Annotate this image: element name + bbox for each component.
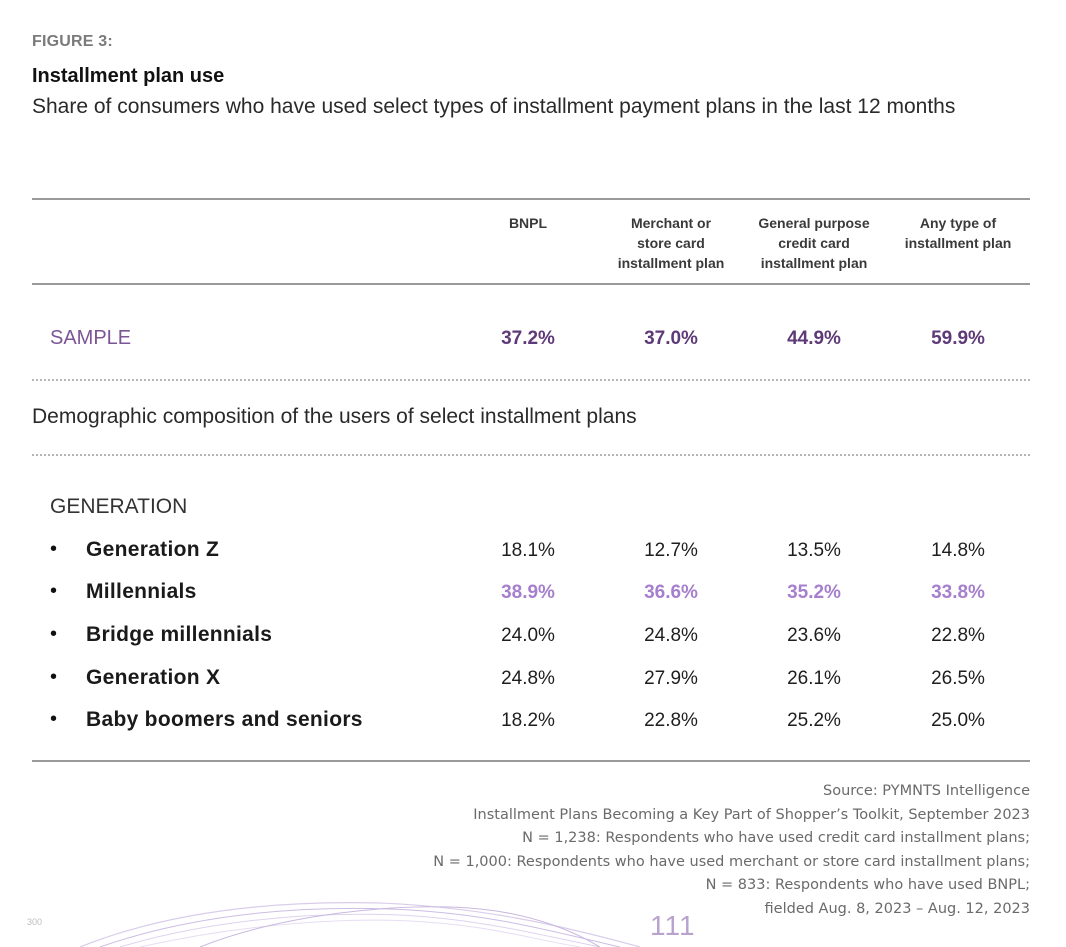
row-label: Bridge millennials — [86, 623, 273, 646]
bullet-icon: • — [50, 623, 58, 645]
source-line: N = 1,238: Respondents who have used cre… — [522, 830, 1030, 847]
figure-label: FIGURE 3: — [32, 33, 113, 50]
cell-bnpl: 38.9% — [501, 582, 555, 603]
cell-bnpl: 24.8% — [501, 668, 555, 689]
table-top-rule — [32, 198, 1030, 200]
cell-bnpl: 18.1% — [501, 540, 555, 561]
cell-merchant: 27.9% — [644, 668, 698, 689]
row-label: Millennials — [86, 580, 197, 603]
column-header-any: Any type of installment plan — [904, 215, 1012, 251]
source-line: Source: PYMNTS Intelligence — [823, 783, 1030, 799]
source-line: fielded Aug. 8, 2023 – Aug. 12, 2023 — [764, 900, 1030, 917]
bullet-icon: • — [50, 538, 58, 560]
table-row: • Generation X 24.8% 27.9% 26.1% 26.5% — [0, 666, 1066, 702]
table-row: • Bridge millennials 24.0% 24.8% 23.6% 2… — [0, 623, 1066, 659]
demographic-section-title: Demographic composition of the users of … — [32, 405, 637, 428]
decorative-wave-graphic — [80, 902, 640, 947]
source-line: N = 1,000: Respondents who have used mer… — [433, 853, 1030, 870]
column-header-merchant: Merchant or store card installment plan — [617, 215, 725, 271]
bullet-icon: • — [50, 666, 58, 688]
cell-any: 25.0% — [931, 710, 985, 731]
source-notes: Source: PYMNTS Intelligence Installment … — [433, 780, 1030, 922]
header-bottom-rule — [32, 283, 1030, 285]
source-line: N = 833: Respondents who have used BNPL; — [705, 877, 1030, 894]
cell-merchant: 36.6% — [644, 582, 698, 603]
table-row-highlighted: • Millennials 38.9% 36.6% 35.2% 33.8% — [0, 580, 1066, 616]
corner-page-number: 300 — [27, 917, 43, 927]
source-line: Installment Plans Becoming a Key Part of… — [473, 806, 1030, 823]
figure-subtitle: Share of consumers who have used select … — [32, 95, 956, 118]
page-number: 111 — [650, 910, 696, 941]
cell-any: 33.8% — [931, 582, 985, 603]
cell-any: 22.8% — [931, 625, 985, 646]
cell-credit-card: 26.1% — [787, 668, 841, 689]
sample-value-any: 59.9% — [931, 328, 985, 349]
bullet-icon: • — [50, 708, 58, 730]
column-header-credit-card: General purpose credit card installment … — [758, 215, 870, 271]
row-label: Generation Z — [86, 538, 220, 561]
table-row: • Baby boomers and seniors 18.2% 22.8% 2… — [0, 708, 1066, 744]
figure-title: Installment plan use — [32, 65, 225, 87]
cell-merchant: 24.8% — [644, 625, 698, 646]
dotted-divider — [32, 379, 1030, 381]
cell-credit-card: 35.2% — [787, 582, 841, 603]
sample-value-credit-card: 44.9% — [787, 328, 841, 349]
table-row: • Generation Z 18.1% 12.7% 13.5% 14.8% — [0, 538, 1066, 574]
cell-credit-card: 25.2% — [787, 710, 841, 731]
table-bottom-rule — [32, 760, 1030, 762]
cell-credit-card: 23.6% — [787, 625, 841, 646]
sample-value-merchant: 37.0% — [644, 328, 698, 349]
row-label: Generation X — [86, 666, 221, 689]
bullet-icon: • — [50, 580, 58, 602]
sample-value-bnpl: 37.2% — [501, 328, 555, 349]
cell-merchant: 22.8% — [644, 710, 698, 731]
column-header-bnpl: BNPL — [508, 215, 548, 231]
sample-label: SAMPLE — [50, 327, 132, 349]
row-label: Baby boomers and seniors — [86, 708, 363, 731]
dotted-divider — [32, 454, 1030, 456]
cell-any: 14.8% — [931, 540, 985, 561]
cell-bnpl: 18.2% — [501, 710, 555, 731]
cell-credit-card: 13.5% — [787, 540, 841, 561]
cell-merchant: 12.7% — [644, 540, 698, 561]
generation-group-label: GENERATION — [50, 495, 188, 518]
cell-bnpl: 24.0% — [501, 625, 555, 646]
cell-any: 26.5% — [931, 668, 985, 689]
